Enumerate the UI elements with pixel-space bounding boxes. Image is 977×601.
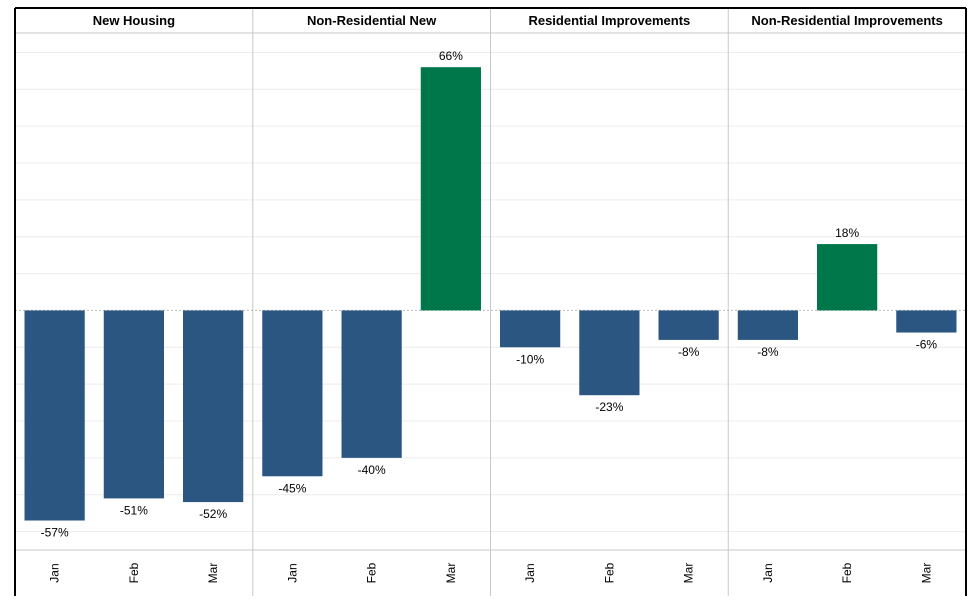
panel-titles: New Housing Non-Residential New Residentia… <box>93 13 943 28</box>
bar <box>341 310 402 458</box>
bar <box>817 244 878 311</box>
bar <box>500 310 561 348</box>
gridlines <box>15 8 966 596</box>
x-tick-label: Mar <box>206 563 220 584</box>
chart-frame <box>14 7 967 596</box>
data-label: -8% <box>757 345 779 359</box>
bar <box>183 310 244 503</box>
data-label: 18% <box>835 226 859 240</box>
bar <box>737 310 798 340</box>
bar <box>103 310 164 499</box>
bars <box>24 67 957 521</box>
data-label: -52% <box>199 507 227 521</box>
panel-title: Non-Residential New <box>307 13 437 28</box>
bar <box>420 67 481 311</box>
panel-title: New Housing <box>93 13 175 28</box>
bar <box>24 310 85 521</box>
x-tick-label: Mar <box>919 563 933 584</box>
panel-title: Residential Improvements <box>528 13 690 28</box>
data-label: -51% <box>120 503 148 517</box>
data-labels: -57% -51% -52% -45% -40% 66% -10% -23% -8% -8% 18%… <box>41 49 938 539</box>
data-label: -57% <box>41 526 69 540</box>
bar <box>658 310 719 340</box>
x-tick-label: Jan <box>523 563 537 582</box>
x-tick-label: Jan <box>48 563 62 582</box>
bar <box>896 310 957 333</box>
data-label: -10% <box>516 352 544 366</box>
panel-title: Non-Residential Improvements <box>751 13 942 28</box>
x-tick-label: Jan <box>761 563 775 582</box>
x-tick-label: Feb <box>840 562 854 583</box>
x-tick-label: Feb <box>602 562 616 583</box>
x-tick-label: Feb <box>127 562 141 583</box>
data-label: -6% <box>916 338 938 352</box>
data-label: 66% <box>439 49 463 63</box>
bar <box>579 310 640 396</box>
data-label: -45% <box>278 481 306 495</box>
x-tick-label: Jan <box>285 563 299 582</box>
x-tick-label: Mar <box>444 563 458 584</box>
x-tick-label: Mar <box>682 563 696 584</box>
bar <box>262 310 323 477</box>
x-axis-ticks: Jan Feb Mar Jan Feb Mar Jan Feb Mar Jan Feb Mar <box>48 562 934 583</box>
data-label: -8% <box>678 345 700 359</box>
data-label: -23% <box>595 400 623 414</box>
x-tick-label: Feb <box>365 562 379 583</box>
data-label: -40% <box>358 463 386 477</box>
